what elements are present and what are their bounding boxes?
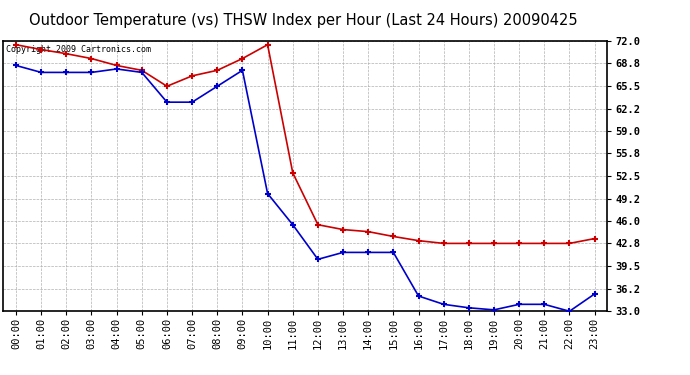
Text: Copyright 2009 Cartronics.com: Copyright 2009 Cartronics.com xyxy=(6,45,152,54)
Text: Outdoor Temperature (vs) THSW Index per Hour (Last 24 Hours) 20090425: Outdoor Temperature (vs) THSW Index per … xyxy=(29,13,578,28)
